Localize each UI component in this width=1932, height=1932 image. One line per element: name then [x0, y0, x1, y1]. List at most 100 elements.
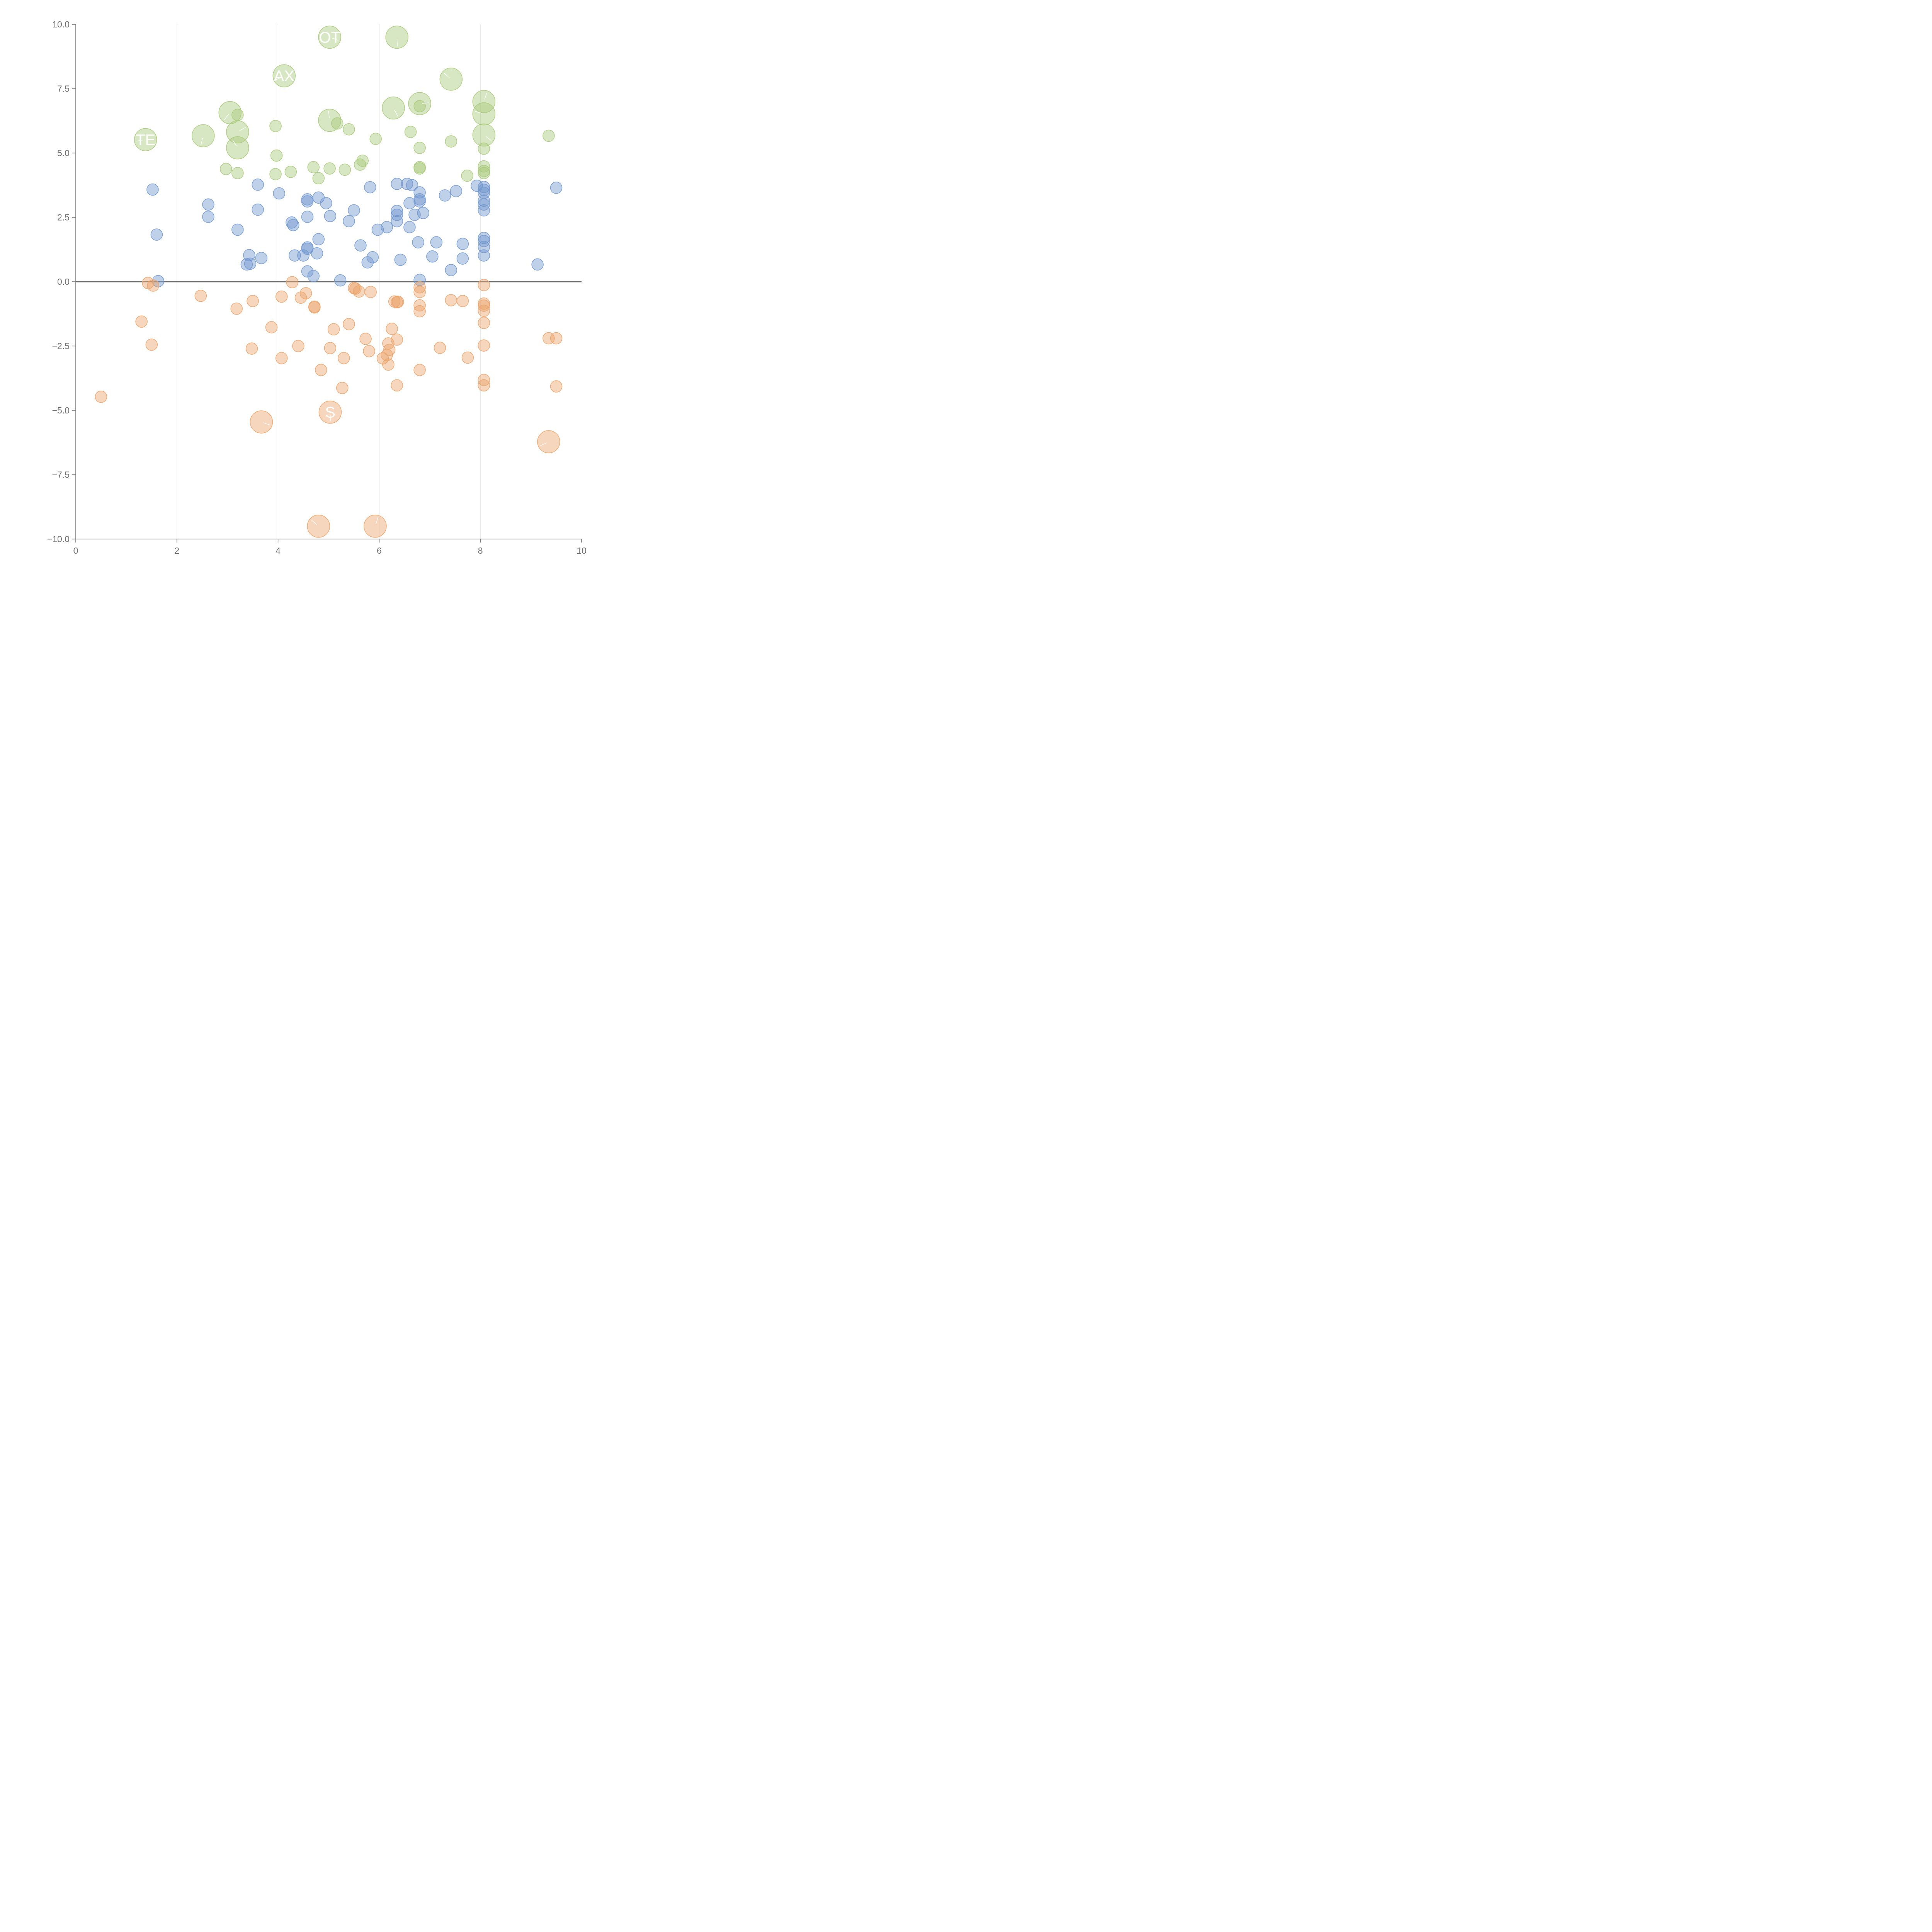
blue-point: [403, 221, 416, 233]
blue-point: [394, 253, 407, 266]
green-point: [312, 172, 325, 185]
leader-line: [422, 102, 429, 104]
green-point: [439, 68, 463, 91]
orange-point: [543, 332, 555, 345]
orange-point: [318, 400, 342, 424]
blue-point: [354, 239, 367, 252]
green-point: [385, 26, 408, 49]
blue-point: [150, 228, 163, 241]
orange-point: [478, 339, 490, 352]
blue-point: [550, 182, 563, 194]
leader-line: [376, 517, 379, 524]
green-point: [331, 117, 344, 130]
orange-point: [338, 352, 350, 364]
blue-point: [478, 241, 490, 253]
orange-point: [292, 340, 304, 352]
blue-point: [445, 264, 457, 276]
orange-point: [413, 281, 426, 294]
blue-point: [412, 236, 424, 248]
blue-point: [364, 181, 376, 194]
blue-point: [202, 198, 214, 211]
blue-point: [334, 274, 347, 287]
orange-point: [265, 321, 278, 333]
orange-point: [382, 358, 395, 371]
orange-point: [245, 342, 258, 355]
blue-point: [413, 186, 426, 199]
green-point: [307, 161, 320, 173]
bubble-label: AX: [274, 68, 294, 85]
leader-line: [224, 114, 229, 120]
orange-point: [391, 379, 403, 392]
orange-point: [364, 286, 377, 298]
green-point: [270, 149, 283, 162]
leader-line: [540, 442, 547, 446]
leader-line: [394, 110, 398, 116]
orange-point: [413, 364, 426, 376]
orange-point: [353, 285, 365, 298]
blue-point: [320, 197, 332, 209]
bubble-label: OT: [319, 29, 340, 46]
orange-point: [230, 303, 243, 315]
green-point: [478, 167, 490, 179]
orange-point: [456, 295, 469, 307]
leader-line: [136, 139, 143, 141]
green-point: [134, 128, 157, 151]
blue-point: [371, 223, 384, 236]
orange-point: [135, 315, 148, 328]
leader-line: [330, 414, 331, 422]
y-tick-label: 10.0: [52, 19, 70, 29]
blue-point: [289, 249, 301, 262]
blue-point: [406, 179, 418, 191]
blue-point: [146, 183, 159, 196]
blue-point: [478, 232, 490, 244]
orange-point: [550, 380, 563, 393]
blue-point: [531, 258, 544, 271]
blue-point: [297, 249, 310, 262]
orange-point: [392, 296, 404, 308]
green-point: [543, 129, 555, 142]
x-tick-label: 4: [276, 546, 281, 556]
orange-point: [383, 344, 396, 356]
bubble-label: S: [325, 404, 335, 421]
orange-point: [537, 430, 560, 454]
blue-point: [381, 221, 393, 233]
green-point: [269, 120, 282, 132]
orange-point: [391, 333, 403, 346]
x-tick-label: 2: [174, 546, 179, 556]
blue-point: [478, 194, 490, 207]
green-point: [323, 162, 336, 175]
blue-point: [301, 265, 314, 278]
green-point: [272, 64, 296, 87]
green-point: [461, 169, 473, 182]
green-point: [413, 162, 426, 175]
blue-point: [401, 178, 413, 190]
leader-line: [332, 37, 338, 41]
x-tick-label: 8: [478, 546, 483, 556]
x-tick-label: 6: [377, 546, 382, 556]
orange-point: [478, 279, 490, 291]
green-point: [413, 141, 426, 154]
blue-point: [348, 204, 360, 217]
blue-point: [456, 238, 469, 250]
green-point: [356, 155, 369, 167]
blue-point: [240, 258, 253, 271]
blue-point: [301, 211, 314, 223]
orange-point: [308, 301, 321, 314]
green-point: [472, 102, 496, 126]
leader-line: [232, 139, 237, 146]
y-tick-label: −7.5: [52, 470, 70, 480]
orange-point: [315, 364, 327, 376]
blue-point: [361, 256, 374, 269]
leader-line: [263, 422, 270, 425]
blue-point: [426, 250, 439, 263]
series-blue: [146, 178, 563, 287]
orange-point: [461, 351, 474, 364]
orange-point: [434, 342, 446, 354]
leader-line: [311, 520, 317, 525]
blue-point: [391, 178, 403, 190]
orange-point: [343, 318, 355, 330]
green-point: [284, 165, 297, 178]
x-tick-label: 0: [73, 546, 78, 556]
green-point: [472, 123, 496, 147]
leader-line: [328, 111, 330, 118]
